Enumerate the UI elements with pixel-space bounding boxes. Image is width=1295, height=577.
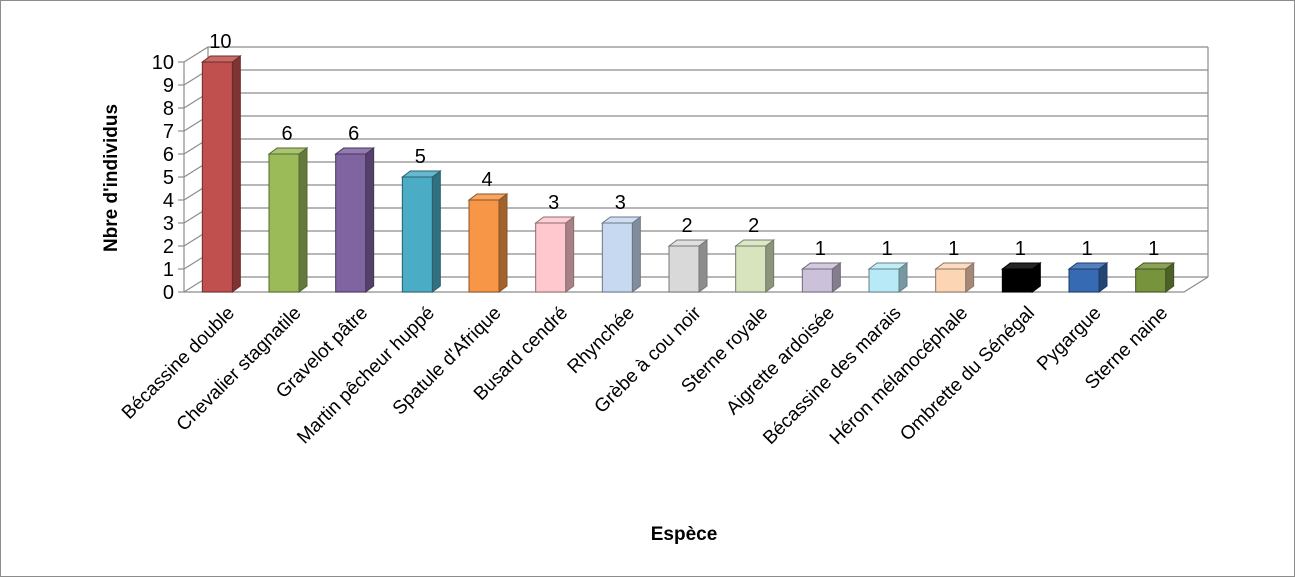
y-tick-label: 6 bbox=[163, 144, 174, 166]
bar bbox=[734, 239, 776, 293]
data-label: 1 bbox=[1148, 238, 1159, 260]
data-label: 2 bbox=[748, 215, 759, 237]
bar bbox=[400, 170, 442, 293]
gridline bbox=[183, 92, 1208, 109]
bar bbox=[534, 216, 576, 293]
bar bbox=[934, 262, 976, 293]
y-tick-label: 0 bbox=[163, 282, 174, 304]
data-label: 2 bbox=[681, 215, 692, 237]
y-tick-label: 10 bbox=[152, 52, 174, 74]
category-label: Ombrette du Sénégal bbox=[896, 303, 1039, 446]
y-tick-label: 5 bbox=[163, 167, 174, 189]
data-label: 6 bbox=[281, 123, 292, 145]
gridline bbox=[183, 115, 1208, 132]
gridline bbox=[183, 69, 1208, 86]
bar bbox=[600, 216, 642, 293]
data-label: 4 bbox=[481, 169, 492, 191]
bar bbox=[1000, 262, 1042, 293]
data-label: 5 bbox=[415, 146, 426, 168]
bar bbox=[200, 55, 242, 293]
category-label: Chevalier stagnatile bbox=[173, 303, 306, 436]
bars bbox=[200, 55, 1176, 293]
gridline bbox=[183, 138, 1208, 155]
data-label: 10 bbox=[209, 31, 231, 53]
floor-edge bbox=[184, 276, 1209, 293]
data-label: 1 bbox=[1015, 238, 1026, 260]
bar bbox=[334, 147, 376, 293]
y-tick-label: 1 bbox=[163, 259, 174, 281]
data-label: 1 bbox=[1081, 238, 1092, 260]
y-tick-label: 4 bbox=[163, 190, 174, 212]
y-tick-label: 8 bbox=[163, 98, 174, 120]
bar bbox=[1067, 262, 1109, 293]
bar bbox=[800, 262, 842, 293]
data-label: 3 bbox=[615, 192, 626, 214]
data-labels: 10 6 6 5 4 3 3 2 2 1 1 1 1 1 1 bbox=[209, 31, 1159, 260]
gridline bbox=[183, 46, 1208, 63]
bar bbox=[267, 147, 309, 293]
data-label: 3 bbox=[548, 192, 559, 214]
y-axis-title: Nbre d'individus bbox=[101, 104, 122, 252]
data-label: 1 bbox=[881, 238, 892, 260]
y-tick-label: 9 bbox=[163, 75, 174, 97]
x-axis-title: Espèce bbox=[651, 524, 718, 545]
bar bbox=[1134, 262, 1176, 293]
data-label: 6 bbox=[348, 123, 359, 145]
category-label: Bécassine double bbox=[118, 303, 239, 424]
data-label: 1 bbox=[948, 238, 959, 260]
data-label: 1 bbox=[815, 238, 826, 260]
y-tick-label: 3 bbox=[163, 213, 174, 235]
bar bbox=[667, 239, 709, 293]
bar bbox=[867, 262, 909, 293]
y-tick-label: 7 bbox=[163, 121, 174, 143]
y-tick-label: 2 bbox=[163, 236, 174, 258]
bar bbox=[467, 193, 509, 293]
